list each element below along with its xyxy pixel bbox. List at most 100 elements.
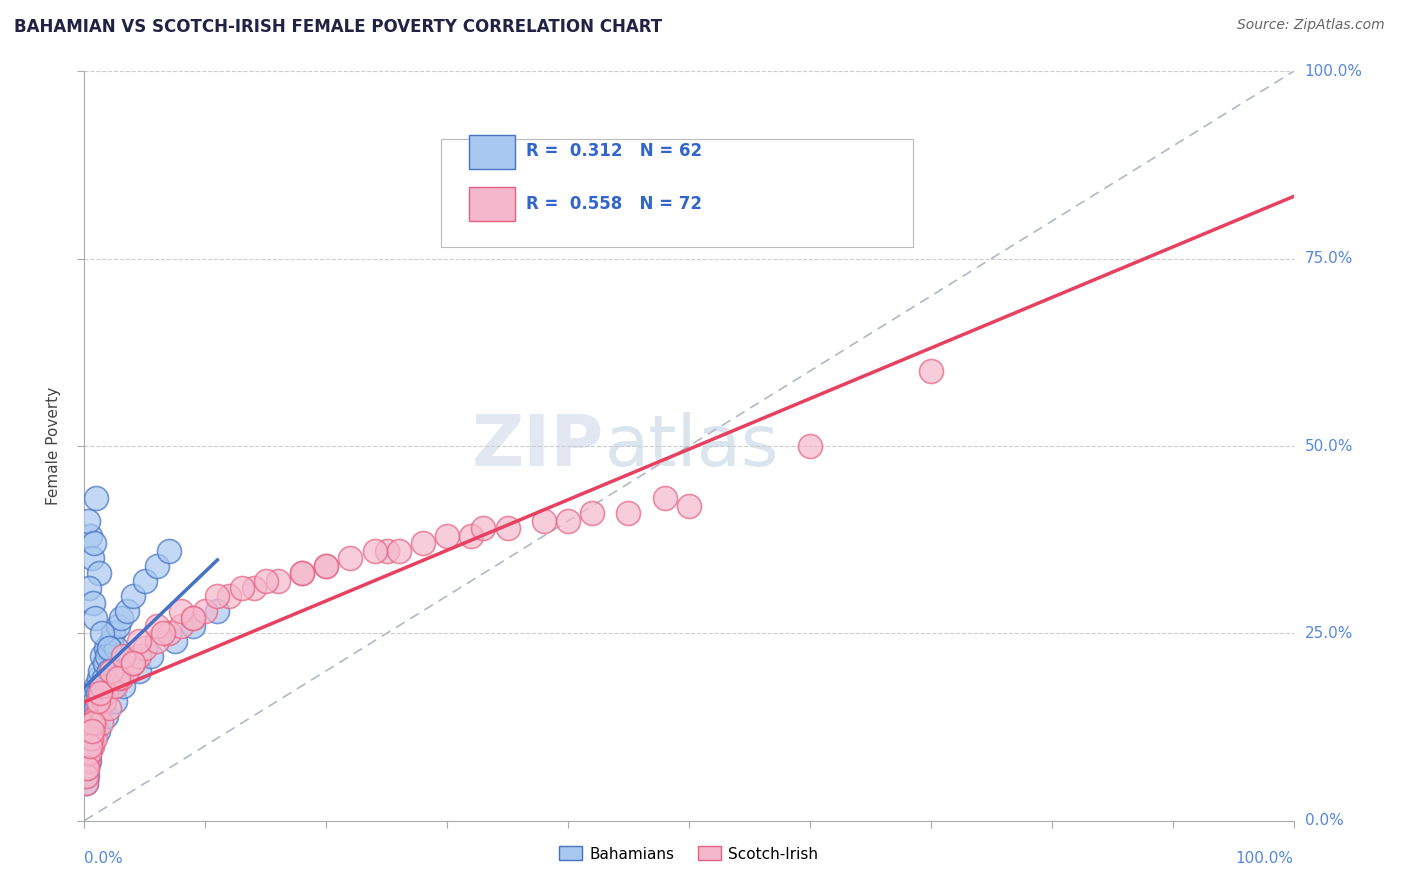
- Point: [104, 694, 127, 708]
- Point: [678, 499, 700, 513]
- Point: [76, 754, 98, 768]
- FancyBboxPatch shape: [468, 187, 515, 221]
- Point: [82, 701, 104, 715]
- Text: ZIP: ZIP: [472, 411, 605, 481]
- Point: [110, 611, 132, 625]
- Point: [87, 701, 110, 715]
- Point: [80, 708, 103, 723]
- Point: [267, 574, 290, 588]
- Point: [121, 657, 143, 671]
- Point: [86, 701, 108, 715]
- Point: [254, 574, 277, 588]
- Point: [84, 611, 107, 625]
- Point: [121, 589, 143, 603]
- Point: [79, 739, 101, 753]
- Point: [112, 648, 135, 663]
- Point: [496, 521, 519, 535]
- Point: [75, 776, 97, 790]
- Point: [412, 536, 434, 550]
- Point: [97, 641, 120, 656]
- Point: [87, 566, 110, 581]
- Point: [291, 566, 314, 581]
- Point: [77, 723, 100, 738]
- Point: [79, 701, 101, 715]
- Point: [115, 664, 138, 678]
- Point: [89, 686, 111, 700]
- Point: [80, 739, 103, 753]
- Point: [242, 582, 264, 596]
- Point: [80, 551, 103, 566]
- Point: [339, 551, 361, 566]
- Point: [80, 723, 103, 738]
- Text: R =  0.558   N = 72: R = 0.558 N = 72: [526, 195, 702, 213]
- Text: atlas: atlas: [605, 411, 779, 481]
- Point: [90, 716, 112, 731]
- Point: [89, 664, 111, 678]
- Legend: Bahamians, Scotch-Irish: Bahamians, Scotch-Irish: [551, 838, 827, 869]
- Point: [181, 611, 204, 625]
- Point: [104, 641, 127, 656]
- Text: 100.0%: 100.0%: [1305, 64, 1362, 78]
- Point: [100, 664, 122, 678]
- Point: [146, 633, 169, 648]
- Point: [87, 671, 110, 685]
- Point: [581, 507, 603, 521]
- Point: [75, 769, 97, 783]
- Point: [112, 679, 135, 693]
- Point: [134, 574, 156, 588]
- Point: [94, 708, 117, 723]
- Text: 50.0%: 50.0%: [1305, 439, 1353, 453]
- Point: [97, 664, 120, 678]
- Text: R =  0.312   N = 62: R = 0.312 N = 62: [526, 142, 702, 160]
- Point: [82, 723, 104, 738]
- Point: [557, 514, 579, 528]
- Point: [100, 633, 122, 648]
- Point: [80, 731, 103, 746]
- Point: [84, 679, 107, 693]
- Point: [79, 731, 101, 746]
- Point: [84, 731, 107, 746]
- Point: [76, 769, 98, 783]
- Point: [460, 529, 482, 543]
- Point: [86, 491, 108, 506]
- Point: [93, 694, 115, 708]
- Point: [77, 754, 100, 768]
- Point: [107, 619, 129, 633]
- Point: [77, 754, 100, 768]
- Point: [799, 439, 821, 453]
- Text: Source: ZipAtlas.com: Source: ZipAtlas.com: [1237, 18, 1385, 32]
- Point: [110, 671, 132, 685]
- Point: [104, 679, 127, 693]
- Point: [472, 521, 495, 535]
- Point: [121, 657, 143, 671]
- Point: [115, 604, 138, 618]
- Point: [157, 626, 180, 640]
- Point: [617, 507, 640, 521]
- Point: [75, 776, 97, 790]
- Point: [93, 671, 115, 685]
- Point: [139, 648, 162, 663]
- Point: [181, 619, 204, 633]
- Point: [97, 701, 120, 715]
- Point: [84, 694, 107, 708]
- Point: [231, 582, 253, 596]
- Point: [86, 723, 108, 738]
- Point: [91, 679, 114, 693]
- Point: [82, 694, 104, 708]
- Y-axis label: Female Poverty: Female Poverty: [46, 387, 62, 505]
- Point: [291, 566, 314, 581]
- Point: [107, 671, 129, 685]
- Point: [128, 633, 150, 648]
- Point: [86, 708, 108, 723]
- Point: [76, 739, 98, 753]
- Point: [94, 686, 117, 700]
- Text: 0.0%: 0.0%: [1305, 814, 1343, 828]
- Point: [94, 657, 117, 671]
- Point: [315, 558, 337, 573]
- Point: [207, 604, 229, 618]
- Text: BAHAMIAN VS SCOTCH-IRISH FEMALE POVERTY CORRELATION CHART: BAHAMIAN VS SCOTCH-IRISH FEMALE POVERTY …: [14, 18, 662, 36]
- Text: 25.0%: 25.0%: [1305, 626, 1353, 640]
- Point: [86, 694, 108, 708]
- Point: [91, 648, 114, 663]
- Point: [533, 514, 555, 528]
